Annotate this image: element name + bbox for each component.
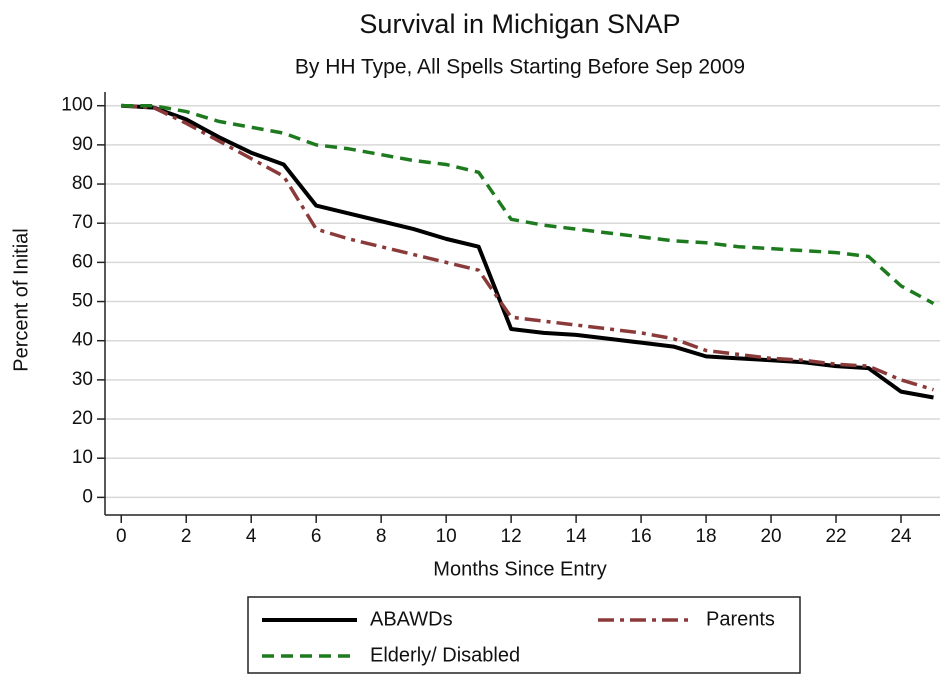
legend-box	[247, 596, 801, 674]
x-tick-label: 8	[376, 526, 387, 547]
x-tick-label: 14	[566, 526, 588, 547]
series-line	[121, 103, 935, 392]
chart-subtitle: By HH Type, All Spells Starting Before S…	[295, 56, 745, 79]
x-tick-label: 6	[311, 526, 322, 547]
x-tick-label: 2	[181, 526, 192, 547]
legend-label: ABAWDs	[370, 608, 453, 630]
legend-label: Parents	[706, 608, 775, 630]
x-tick-label: 18	[695, 526, 716, 547]
chart-title: Survival in Michigan SNAP	[359, 9, 680, 39]
x-tick-label: 12	[501, 526, 522, 547]
y-tick-label: 30	[72, 369, 93, 390]
x-tick-label: 10	[436, 526, 457, 547]
y-tick-label: 90	[72, 134, 93, 155]
x-tick-label: 4	[246, 526, 257, 547]
y-axis-label: Percent of Initial	[10, 228, 32, 371]
y-tick-label: 0	[82, 486, 93, 507]
y-tick-label: 70	[72, 212, 93, 233]
y-tick-label: 10	[72, 447, 93, 468]
y-tick-label: 20	[72, 408, 93, 429]
x-tick-label: 22	[825, 526, 846, 547]
legend-label: Elderly/ Disabled	[370, 644, 520, 666]
series-line	[121, 103, 934, 400]
y-tick-label: 100	[61, 95, 93, 116]
y-tick-label: 50	[72, 291, 93, 312]
series-line	[121, 103, 935, 306]
x-tick-label: 24	[890, 526, 912, 547]
x-tick-label: 16	[631, 526, 652, 547]
x-axis-label: Months Since Entry	[433, 558, 606, 580]
x-tick-label: 20	[760, 526, 781, 547]
y-tick-label: 40	[72, 330, 93, 351]
y-tick-label: 60	[72, 251, 93, 272]
y-tick-label: 80	[72, 173, 93, 194]
x-tick-label: 0	[116, 526, 127, 547]
